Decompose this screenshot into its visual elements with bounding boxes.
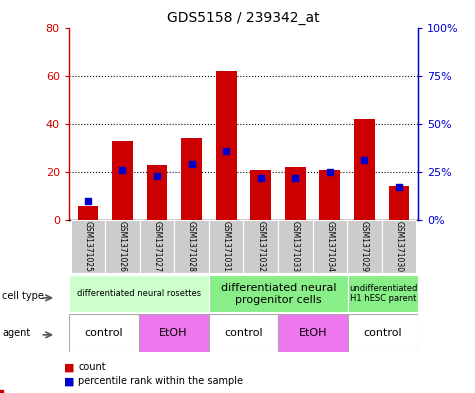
Bar	[354, 119, 375, 220]
Point	[84, 198, 92, 204]
Text: ■: ■	[64, 376, 74, 386]
Bar	[105, 220, 140, 273]
Text: control: control	[364, 328, 402, 338]
Point	[395, 184, 403, 191]
Bar	[181, 138, 202, 220]
Bar	[69, 314, 139, 352]
Bar	[209, 220, 243, 273]
Title: GDS5158 / 239342_at: GDS5158 / 239342_at	[167, 11, 320, 25]
Bar	[278, 314, 348, 352]
Point	[292, 174, 299, 181]
Bar	[320, 169, 340, 220]
Bar	[69, 275, 209, 312]
Text: count: count	[78, 362, 106, 373]
Bar	[250, 169, 271, 220]
Text: GSM1371030: GSM1371030	[395, 221, 403, 272]
Bar	[71, 220, 105, 273]
Bar	[348, 314, 418, 352]
Point	[153, 173, 161, 179]
Point	[222, 148, 230, 154]
Bar	[243, 220, 278, 273]
Bar	[139, 314, 209, 352]
Point	[361, 157, 368, 163]
Text: GSM1371032: GSM1371032	[256, 221, 265, 272]
Text: agent: agent	[2, 328, 30, 338]
Text: control: control	[85, 328, 123, 338]
Text: GSM1371025: GSM1371025	[84, 221, 92, 272]
Bar	[313, 220, 347, 273]
Text: GSM1371034: GSM1371034	[325, 221, 334, 272]
Text: differentiated neural rosettes: differentiated neural rosettes	[76, 289, 201, 298]
Text: GSM1371031: GSM1371031	[222, 221, 231, 272]
Point	[326, 169, 333, 175]
Bar	[209, 275, 348, 312]
Point	[119, 167, 126, 173]
Text: ■: ■	[64, 362, 74, 373]
Text: GSM1371033: GSM1371033	[291, 221, 300, 272]
Bar	[140, 220, 174, 273]
Text: GSM1371029: GSM1371029	[360, 221, 369, 272]
Text: control: control	[224, 328, 263, 338]
Bar	[112, 141, 133, 220]
Text: cell type: cell type	[2, 291, 44, 301]
Point	[257, 174, 265, 181]
Text: EtOH: EtOH	[299, 328, 328, 338]
Bar	[77, 206, 98, 220]
Text: undifferentiated
H1 hESC parent: undifferentiated H1 hESC parent	[349, 284, 417, 303]
Text: GSM1371027: GSM1371027	[152, 221, 162, 272]
Text: EtOH: EtOH	[160, 328, 188, 338]
Text: GSM1371026: GSM1371026	[118, 221, 127, 272]
Bar	[347, 220, 382, 273]
Bar	[216, 71, 237, 220]
Bar	[278, 220, 313, 273]
Bar	[285, 167, 305, 220]
Text: GSM1371028: GSM1371028	[187, 221, 196, 272]
Text: differentiated neural
progenitor cells: differentiated neural progenitor cells	[220, 283, 336, 305]
Text: percentile rank within the sample: percentile rank within the sample	[78, 376, 243, 386]
Bar	[174, 220, 209, 273]
Point	[188, 161, 195, 167]
Bar	[382, 220, 416, 273]
Bar	[389, 186, 409, 220]
Bar	[147, 165, 167, 220]
Bar	[348, 275, 418, 312]
Bar	[209, 314, 278, 352]
